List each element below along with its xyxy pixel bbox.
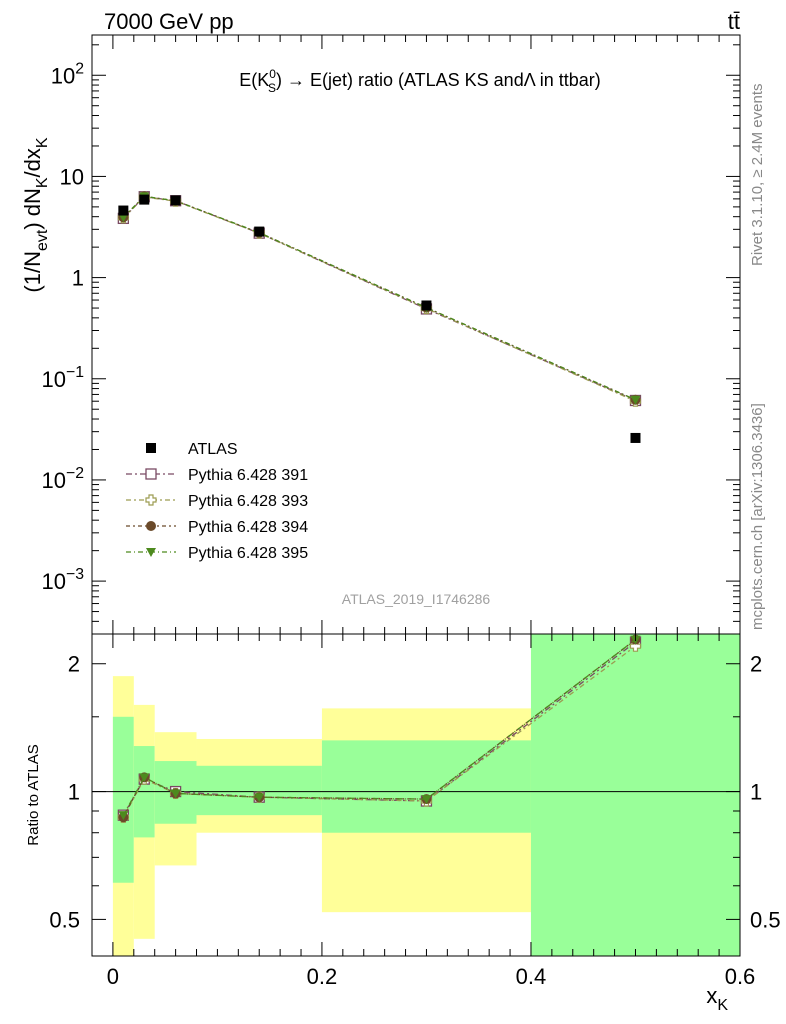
ratio-y-tick-label-right: 1 <box>750 780 762 805</box>
x-tick-label: 0 <box>107 964 119 989</box>
legend-marker-p391 <box>145 468 157 480</box>
series-line-p395 <box>122 195 636 401</box>
ratio-y-tick-label: 1 <box>68 780 80 805</box>
main-y-axis-label: (1/Nevt) dNK/dxK <box>20 137 51 293</box>
atlas-data-point <box>254 226 265 237</box>
legend-marker-p395 <box>146 548 156 557</box>
series-line-p391 <box>122 196 636 402</box>
process-label: tt̄ <box>728 9 740 34</box>
ratio-axes: 0.5 0.5 1 1 2 2 0 0.2 0.4 0.6 <box>49 634 781 989</box>
x-axis-label: xK <box>706 983 728 1014</box>
y-tick-label: 10−3 <box>41 566 84 594</box>
ratio-point-p395 <box>118 811 129 821</box>
series-line-p394 <box>122 195 636 401</box>
ratio-point-p395 <box>139 773 150 783</box>
legend-label-p391: Pythia 6.428 391 <box>188 467 308 484</box>
y-tick-label: 10−1 <box>41 364 84 392</box>
atlas-data-group <box>118 194 641 443</box>
legend-label-p395: Pythia 6.428 395 <box>188 545 308 562</box>
ratio-point-p393 <box>629 640 642 652</box>
rivet-version-label: Rivet 3.1.10, ≥ 2.4M events <box>749 84 766 267</box>
atlas-data-point <box>630 432 641 443</box>
ratio-point-p395 <box>421 795 432 805</box>
legend-marker-data <box>146 443 156 453</box>
legend-label-p394: Pythia 6.428 394 <box>188 519 308 536</box>
energy-label: 7000 GeV pp <box>104 9 234 34</box>
legend-marker-p394 <box>146 521 156 531</box>
series-point-p395 <box>630 395 641 405</box>
plot-title: E(K0 S) → E(jet) ratio (ATLAS KS andΛ in … <box>239 67 601 95</box>
ratio-line-p395 <box>122 639 636 816</box>
ratio-y-tick-label: 2 <box>68 652 80 677</box>
x-tick-label: 0.4 <box>516 964 547 989</box>
main-y-axis: 10−3 10−2 10−1 1 10 102 <box>41 35 741 635</box>
ratio-y-tick-label: 0.5 <box>49 907 80 932</box>
ratio-y-tick-label-right: 0.5 <box>750 907 781 932</box>
uncertainty-bands <box>112 634 740 956</box>
ratio-y-tick-label-right: 2 <box>750 652 762 677</box>
legend: ATLAS Pythia 6.428 391 Pythia 6.428 393 Pyt… <box>126 441 308 562</box>
x-tick-label: 0.2 <box>307 964 338 989</box>
main-series-group <box>117 191 642 407</box>
analysis-id-label: ATLAS_2019_I1746286 <box>342 591 491 607</box>
main-y-axis-label-text: (1/Nevt) dNK/dxK <box>20 137 51 293</box>
x-tick-label: 0.6 <box>725 964 756 989</box>
atlas-data-point <box>118 205 129 216</box>
green-uncertainty-band <box>530 634 740 956</box>
ratio-point-p395 <box>170 789 181 799</box>
green-uncertainty-band <box>112 716 134 883</box>
legend-label-p393: Pythia 6.428 393 <box>188 493 308 510</box>
green-uncertainty-band <box>321 740 531 833</box>
atlas-data-point <box>421 300 432 311</box>
legend-label-data: ATLAS <box>188 441 238 458</box>
ratio-line-p391 <box>122 641 636 816</box>
atlas-data-point <box>170 195 181 206</box>
ratio-plot-frame <box>91 633 741 957</box>
ratio-point-p395 <box>254 793 265 803</box>
y-tick-label: 102 <box>51 60 84 88</box>
y-tick-label: 10−2 <box>41 465 84 493</box>
legend-marker-p393 <box>145 494 157 506</box>
ratio-y-axis-label: Ratio to ATLAS <box>25 744 42 845</box>
atlas-data-point <box>139 194 150 205</box>
series-line-p393 <box>122 196 636 402</box>
y-tick-label: 10 <box>60 164 84 189</box>
green-uncertainty-band <box>196 765 322 816</box>
main-plot-panel: 10−3 10−2 10−1 1 10 102 ATLAS Pythia 6.428 391… <box>20 34 741 635</box>
ratio-series-group <box>117 634 642 823</box>
mcplots-label: mcplots.cern.ch [arXiv:1306.3436] <box>749 403 766 630</box>
y-tick-label: 1 <box>72 266 84 291</box>
ratio-plot-panel: 0.5 0.5 1 1 2 2 0 0.2 0.4 0.6 Ratio to ATLAS xK <box>25 633 781 1014</box>
